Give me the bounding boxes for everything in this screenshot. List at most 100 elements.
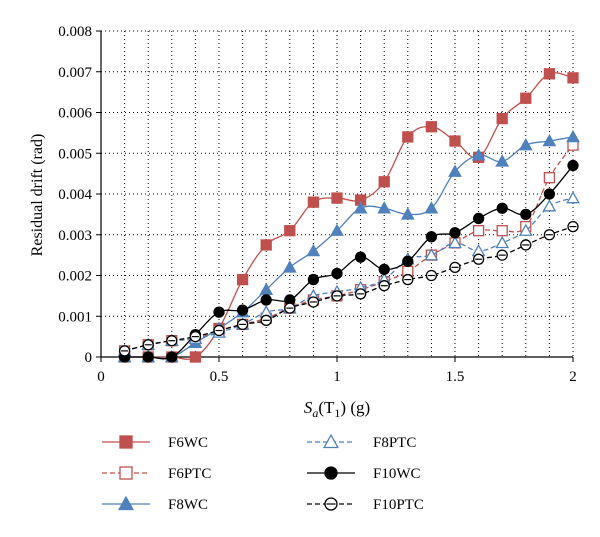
y-tick-label: 0.006: [58, 106, 92, 122]
legend-label: F6WC: [168, 435, 208, 451]
series-f10wc: [118, 159, 579, 363]
data-point: [331, 267, 343, 280]
legend: F6WC F6PTC F8WC F8PTC F10WC F10PTC: [102, 433, 424, 513]
data-point: [378, 263, 390, 276]
legend-marker: [119, 435, 133, 449]
data-point: [425, 231, 438, 243]
series-f8wc: [117, 129, 580, 363]
data-point: [284, 225, 296, 237]
data-point: [520, 208, 532, 221]
data-point: [449, 135, 461, 147]
legend-marker: [322, 433, 340, 449]
legend-item: F8WC: [102, 495, 208, 513]
data-point: [402, 131, 414, 143]
x-axis-label: Sa(T1) (g): [304, 398, 370, 420]
axes: 0 0.001 0.002 0.003 0.004 0.005 0.006 0.007 0.00…: [58, 24, 577, 385]
series-f10ptc: [118, 220, 579, 357]
y-tick-label: 0.007: [58, 65, 92, 81]
data-point: [495, 235, 510, 249]
data-point: [424, 248, 439, 261]
x-tick-label: 0: [97, 369, 105, 385]
data-point: [378, 176, 390, 188]
y-axis-label: Residual drift (rad): [29, 134, 46, 257]
x-tick-label: 1: [333, 369, 341, 385]
data-point: [496, 202, 508, 214]
legend-marker: [119, 466, 133, 480]
data-point: [495, 154, 510, 167]
y-tick-label: 0.002: [58, 269, 92, 285]
data-point: [543, 68, 556, 80]
data-point: [496, 112, 508, 125]
legend-marker: [117, 495, 135, 511]
data-point: [189, 351, 202, 363]
data-point: [213, 306, 225, 318]
legend-label: F10WC: [373, 466, 421, 482]
data-point: [400, 207, 415, 220]
data-point: [567, 159, 579, 172]
legend-label: F8WC: [168, 497, 208, 513]
data-point: [566, 190, 580, 204]
y-tick-label: 0.005: [58, 146, 92, 162]
data-point: [307, 273, 320, 286]
data-point: [331, 192, 343, 204]
series-f6ptc: [118, 139, 579, 357]
legend-marker: [324, 466, 338, 480]
legend-label: F8PTC: [373, 435, 416, 451]
data-point: [260, 239, 272, 251]
data-point: [330, 223, 344, 236]
x-label-mid: (T: [318, 398, 335, 417]
x-tick-label: 0.5: [210, 369, 229, 385]
data-point: [282, 260, 297, 273]
data-point: [448, 235, 462, 249]
y-tick-label: 0.003: [58, 228, 92, 244]
data-point: [425, 121, 438, 133]
data-point: [449, 227, 461, 239]
data-point: [402, 255, 414, 267]
legend-item: F10WC: [307, 466, 421, 482]
data-point: [448, 164, 462, 177]
x-label-sub2: 1: [334, 406, 340, 420]
data-point: [307, 196, 320, 208]
legend-item: F6PTC: [102, 466, 211, 482]
data-point: [542, 133, 557, 147]
data-point: [472, 212, 485, 225]
data-point: [166, 351, 178, 363]
x-tick-label: 1.5: [446, 369, 465, 385]
y-tick-label: 0.004: [58, 187, 92, 203]
series-f8ptc: [117, 190, 580, 357]
data-point: [353, 201, 368, 214]
data-point: [566, 129, 580, 143]
legend-item: F6WC: [102, 435, 208, 451]
legend-label: F6PTC: [168, 466, 211, 482]
data-point: [377, 201, 392, 214]
series-line: [124, 197, 574, 352]
data-point: [424, 201, 439, 214]
data-point: [542, 199, 557, 212]
y-tick-label: 0.001: [58, 309, 92, 325]
data-point: [354, 251, 367, 263]
data-point: [543, 172, 556, 184]
x-label-sub1: a: [312, 406, 318, 420]
series-layer: [117, 68, 580, 363]
x-label-base: S: [304, 398, 313, 417]
data-point: [142, 351, 154, 363]
data-point: [518, 138, 533, 151]
y-tick-label: 0.008: [58, 24, 92, 40]
y-tick-label: 0: [85, 350, 93, 366]
legend-item: F8PTC: [307, 433, 416, 451]
data-point: [472, 225, 485, 237]
data-point: [306, 243, 321, 257]
data-point: [471, 148, 486, 161]
data-point: [236, 273, 249, 286]
data-point: [236, 304, 249, 316]
x-label-end: ) (g): [340, 398, 370, 417]
data-point: [567, 72, 579, 84]
data-point: [518, 223, 533, 236]
legend-item: F10PTC: [307, 497, 424, 513]
data-point: [543, 188, 556, 200]
legend-label: F10PTC: [373, 497, 424, 513]
x-tick-label: 2: [569, 369, 577, 385]
data-point: [496, 225, 508, 237]
data-point: [520, 92, 532, 104]
